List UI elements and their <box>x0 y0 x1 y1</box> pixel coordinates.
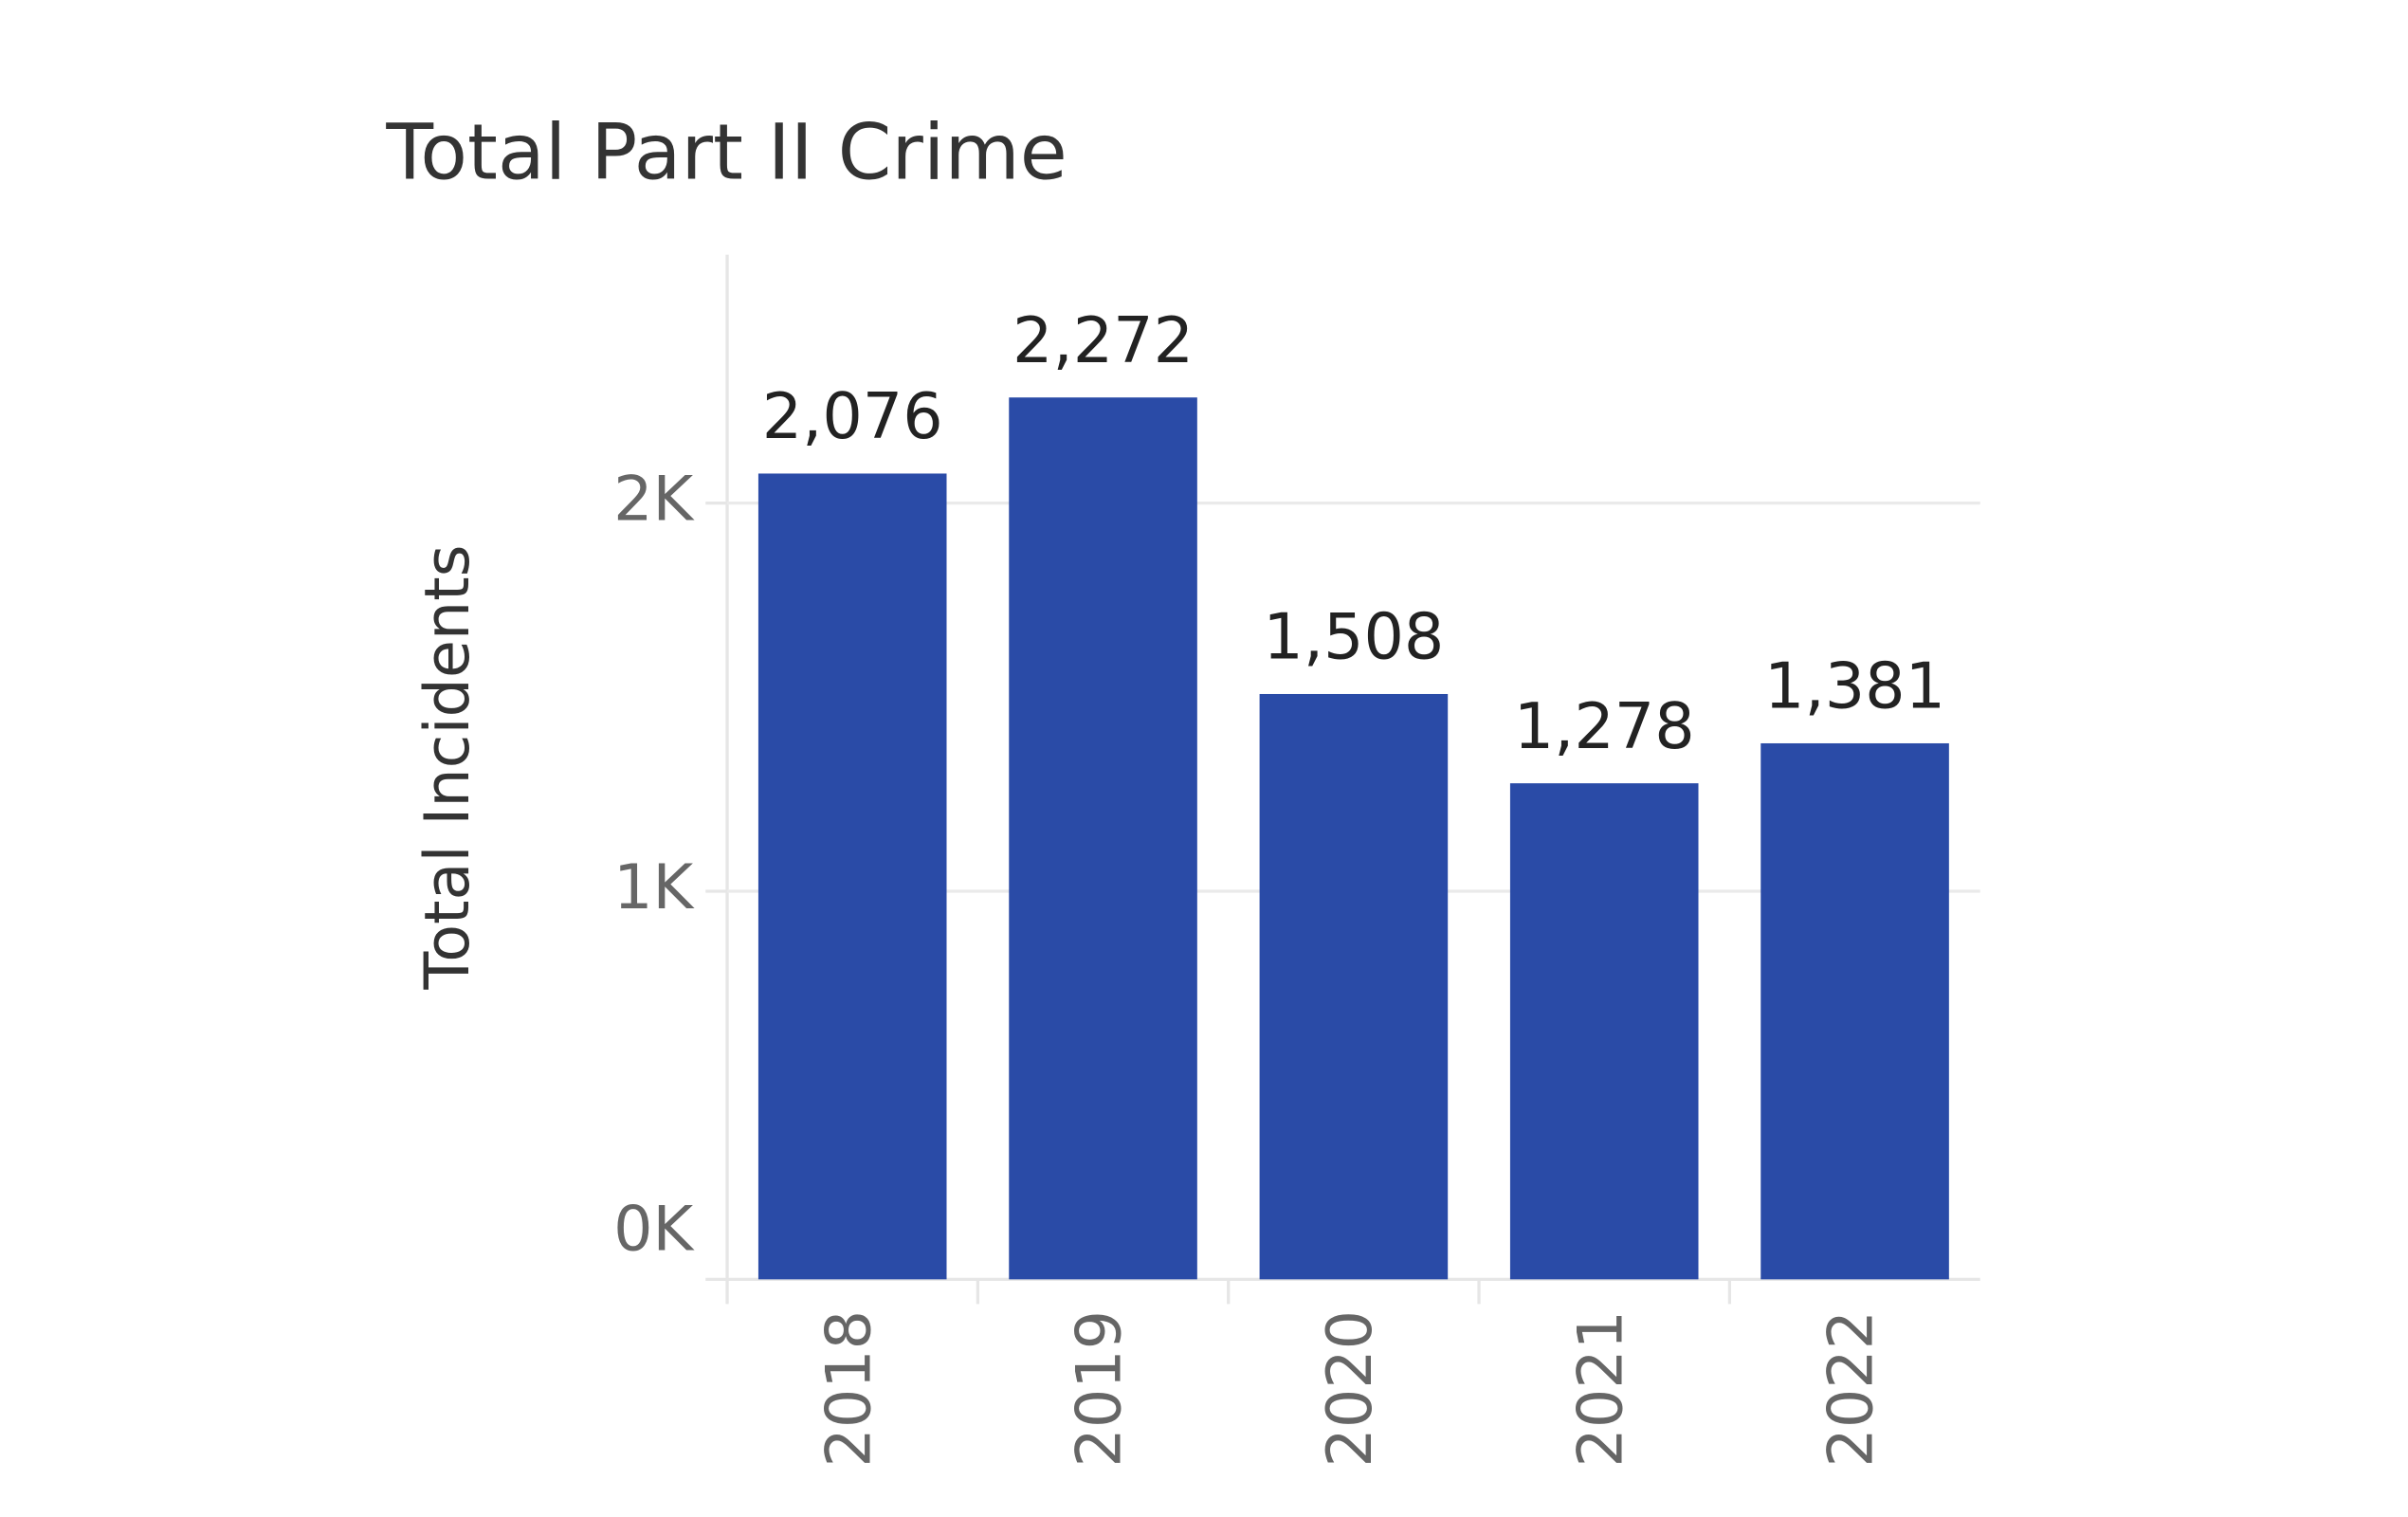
y-tick-label: 2K <box>613 465 695 536</box>
value-label: 1,278 <box>1514 689 1695 763</box>
x-tick-label: 2019 <box>1065 1310 1136 1468</box>
bar <box>1259 693 1449 1280</box>
x-tick-label: 2018 <box>813 1310 885 1468</box>
value-label: 2,076 <box>762 379 943 453</box>
x-tick-label: 2020 <box>1315 1310 1386 1468</box>
chart-title: Total Part II Crime <box>385 107 1067 197</box>
bar <box>1760 742 1949 1280</box>
x-tick-label: 2022 <box>1816 1310 1888 1468</box>
value-label: 1,508 <box>1263 600 1444 674</box>
bar <box>1509 783 1699 1280</box>
x-tick-label: 2021 <box>1565 1310 1636 1468</box>
value-label: 1,381 <box>1764 649 1945 723</box>
y-axis-title: Total Incidents <box>412 544 483 990</box>
bar <box>757 473 947 1280</box>
bar <box>1009 397 1197 1280</box>
value-label: 2,272 <box>1012 303 1194 377</box>
y-tick-label: 0K <box>613 1195 695 1266</box>
y-tick-label: 1K <box>613 852 695 923</box>
